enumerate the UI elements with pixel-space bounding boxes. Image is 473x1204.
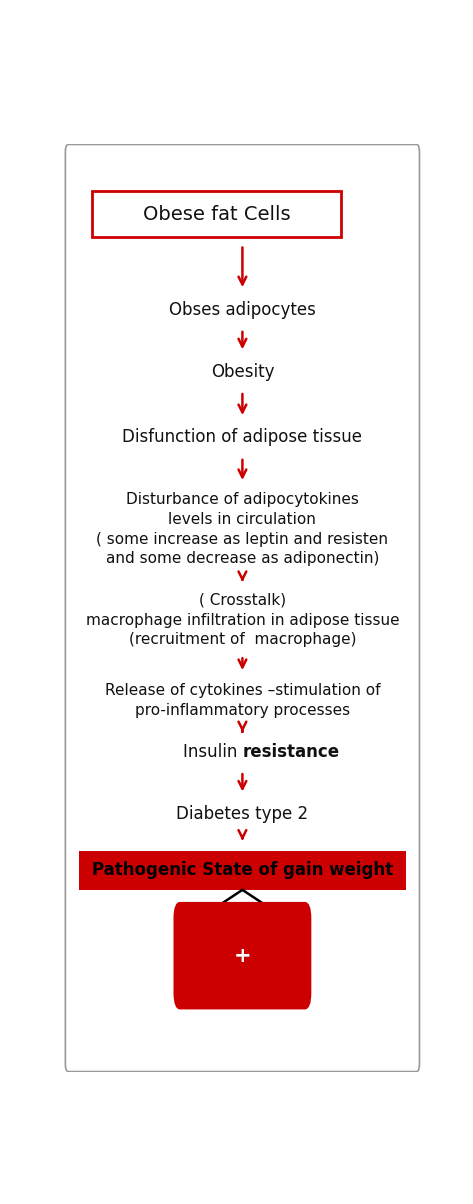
- Text: Disturbance of adipocytokines
levels in circulation
( some increase as leptin an: Disturbance of adipocytokines levels in …: [96, 492, 388, 566]
- FancyBboxPatch shape: [65, 144, 420, 1072]
- Text: resistance: resistance: [242, 743, 340, 761]
- Text: Obesity: Obesity: [210, 362, 274, 380]
- Text: Release of cytokines –stimulation of
pro-inflammatory processes: Release of cytokines –stimulation of pro…: [105, 684, 380, 718]
- Text: Disfunction of adipose tissue: Disfunction of adipose tissue: [123, 429, 362, 447]
- Text: ( Crosstalk)
macrophage infiltration in adipose tissue
(recruitment of  macropha: ( Crosstalk) macrophage infiltration in …: [86, 592, 399, 648]
- Text: Insulin: Insulin: [183, 743, 242, 761]
- Text: Obese fat Cells: Obese fat Cells: [143, 205, 290, 224]
- Bar: [92, 191, 342, 237]
- Text: +: +: [234, 945, 251, 966]
- Text: Pathogenic State of gain weight: Pathogenic State of gain weight: [92, 861, 393, 879]
- Text: Diabetes type 2: Diabetes type 2: [176, 804, 308, 822]
- Bar: [79, 851, 405, 890]
- FancyBboxPatch shape: [174, 902, 311, 1009]
- Text: Obses adipocytes: Obses adipocytes: [169, 301, 316, 319]
